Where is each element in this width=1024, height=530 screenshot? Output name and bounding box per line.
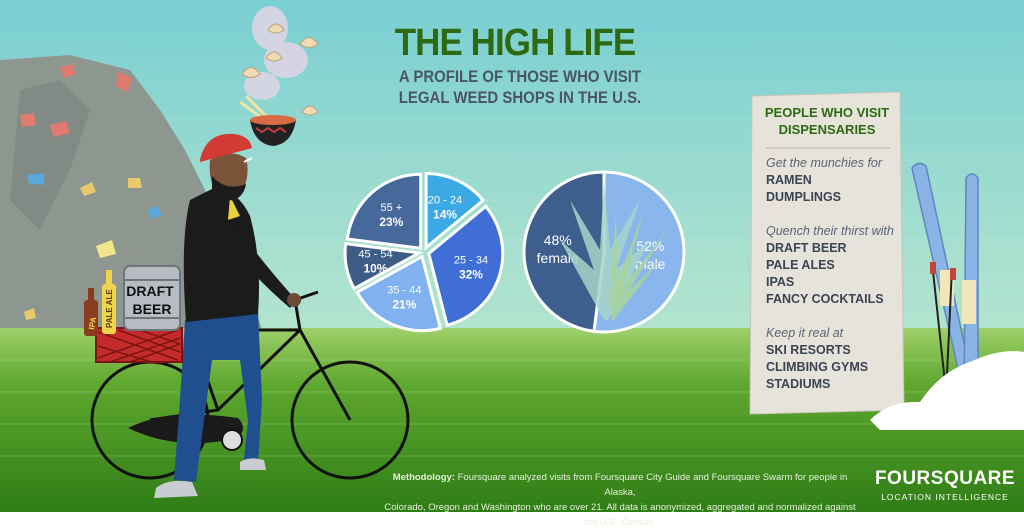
panel-title: PEOPLE WHO VISIT DISPENSARIES <box>752 104 902 138</box>
beer-keg-icon <box>123 265 181 331</box>
cyclist-shirt <box>228 196 240 220</box>
munchies-item-ramen: RAMEN <box>766 173 812 187</box>
beer-bottle-icons <box>84 270 116 336</box>
page-subtitle: A PROFILE OF THOSE WHO VISIT LEGAL WEED … <box>362 66 679 108</box>
sex-pie-category-label: 48% <box>544 232 572 248</box>
cyclist-beanie <box>200 133 252 162</box>
age-pie-category-label: 55 + <box>380 202 402 214</box>
age-pie-value-label: 23% <box>379 215 403 229</box>
cyclist-arm <box>226 226 296 308</box>
cyclist-shoe-far <box>240 458 266 470</box>
cyclist-jacket <box>183 188 259 322</box>
age-pie-value-label: 10% <box>363 261 387 275</box>
thirst-item-ipas: IPAS <box>766 275 795 289</box>
methodology-text-1: Foursquare analyzed visits from Foursqua… <box>454 472 848 498</box>
cyclist-hand <box>287 293 301 307</box>
age-pie-value-label: 21% <box>392 297 416 311</box>
keep-real-heading: Keep it real at <box>766 326 844 340</box>
thirst-item-pale-ales: PALE ALES <box>766 258 835 272</box>
methodology-note: Methodology: Foursquare analyzed visits … <box>380 470 860 530</box>
age-pie-category-label: 20 - 24 <box>428 194 462 206</box>
cyclist-beard <box>212 176 246 201</box>
age-pie-category-label: 35 - 44 <box>387 284 421 296</box>
dumpling-icons <box>241 23 319 116</box>
age-pie-value-label: 32% <box>459 267 483 281</box>
methodology-text-2: Colorado, Oregon and Washington who are … <box>384 502 856 528</box>
age-pie-category-label: 45 - 54 <box>358 248 392 260</box>
keep-real-item-stadiums: STADIUMS <box>766 377 831 391</box>
thirst-item-draft-beer: DRAFT BEER <box>766 241 847 255</box>
cyclist-jeans <box>174 310 262 482</box>
panel-title-line-2: DISPENSARIES <box>778 122 876 137</box>
keg-label-draft: DRAFT <box>126 283 174 299</box>
snow-pile <box>870 351 1024 430</box>
subtitle-line-1: A PROFILE OF THOSE WHO VISIT <box>398 67 642 86</box>
ramen-bowl-icon <box>239 94 296 146</box>
cigarette-icon <box>243 157 253 163</box>
subtitle-line-2: LEGAL WEED SHOPS IN THE U.S. <box>398 88 642 107</box>
age-pie-value-label: 14% <box>433 207 457 221</box>
age-pie-slice-55 <box>345 172 423 250</box>
sex-pie-slice-female <box>522 170 606 334</box>
panel-title-line-1: PEOPLE WHO VISIT <box>764 105 890 120</box>
brand-tagline: LOCATION INTELLIGENCE <box>881 492 1009 502</box>
munchies-heading: Get the munchies for <box>766 156 883 170</box>
munchies-item-dumplings: DUMPLINGS <box>766 190 841 204</box>
ski-icon <box>911 162 979 397</box>
cyclist <box>154 133 301 498</box>
keep-real-item-ski-resorts: SKI RESORTS <box>766 343 851 357</box>
bottle-label-pale-ale: PALE ALE <box>105 289 114 328</box>
pedal-crank <box>221 429 243 451</box>
page-title: THE HIGH LIFE <box>394 22 636 64</box>
cannabis-leaf-icon <box>560 180 668 322</box>
climbing-holds <box>20 64 162 320</box>
age-pie-category-label: 25 - 34 <box>454 254 488 266</box>
age-pie-slice-35-44 <box>355 254 443 333</box>
cyclist-shoe <box>154 480 198 498</box>
brand-logo: FOURSQUARE <box>874 468 1016 489</box>
bottle-label-ipa: IPA <box>87 316 98 330</box>
age-pie-slice-25-34 <box>427 204 505 328</box>
thirst-heading: Quench their thirst with <box>766 224 894 238</box>
thirst-item-fancy-cocktails: FANCY COCKTAILS <box>766 292 884 306</box>
steam-cloud <box>244 6 308 100</box>
keg-label-beer: BEER <box>133 301 172 317</box>
keep-real-item-climbing-gyms: CLIMBING GYMS <box>766 360 869 374</box>
age-pie-slice-45-54 <box>343 241 424 291</box>
age-pie-slice-20-24 <box>424 171 486 251</box>
methodology-label: Methodology: <box>392 472 455 483</box>
